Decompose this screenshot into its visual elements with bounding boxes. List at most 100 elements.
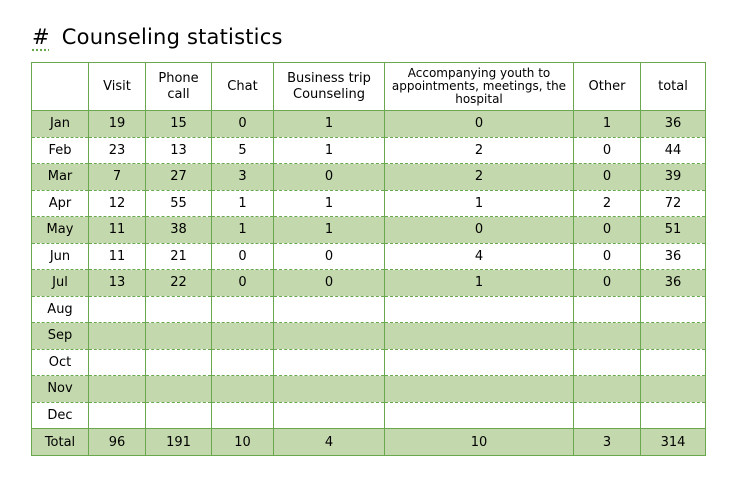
data-cell: 0 [211,110,274,138]
data-cell [273,322,385,350]
data-cell [640,402,706,429]
month-cell: Feb [31,137,89,164]
data-cell: 0 [384,216,574,244]
month-cell: Oct [31,349,89,376]
table-header: Visit Phone call Chat Business trip Coun… [31,62,706,111]
data-cell: 22 [145,269,212,297]
data-cell: 0 [273,243,385,270]
total-cell: 3 [573,428,641,456]
data-cell: 0 [384,110,574,138]
table-row: Jan 19 15 0 1 0 1 36 [31,110,706,138]
data-cell [145,375,212,403]
total-cell: 10 [384,428,574,456]
table-row: Aug [31,296,706,323]
table-row: Jun 11 21 0 0 4 0 36 [31,243,706,270]
data-cell: 51 [640,216,706,244]
header-cell-other: Other [573,62,641,111]
data-cell: 0 [211,269,274,297]
data-cell: 2 [384,137,574,164]
data-cell [145,322,212,350]
data-cell [384,402,574,429]
data-cell [384,322,574,350]
total-cell: 10 [211,428,274,456]
data-cell [573,375,641,403]
header-cell-month [31,62,89,111]
data-cell: 2 [573,190,641,217]
data-cell [384,375,574,403]
data-cell: 1 [384,269,574,297]
data-cell [640,322,706,350]
data-cell [573,322,641,350]
data-cell [273,375,385,403]
table-body: Jan 19 15 0 1 0 1 36 Feb 23 13 5 1 2 0 44 Mar 7 27 3 0 2 0 39 Ap… [31,110,706,456]
data-cell [211,322,274,350]
table-row: Oct [31,349,706,376]
total-cell: 96 [88,428,146,456]
data-cell: 0 [573,137,641,164]
table-row: Mar 7 27 3 0 2 0 39 [31,163,706,191]
data-cell: 39 [640,163,706,191]
month-cell: Jun [31,243,89,270]
table-row: Nov [31,375,706,403]
data-cell [145,296,212,323]
data-cell: 1 [273,190,385,217]
header-cell-total: total [640,62,706,111]
data-cell: 23 [88,137,146,164]
data-cell: 21 [145,243,212,270]
data-cell: 1 [573,110,641,138]
month-cell: May [31,216,89,244]
data-cell [640,296,706,323]
total-row: Total 96 191 10 4 10 3 314 [31,428,706,456]
month-cell: Sep [31,322,89,350]
data-cell: 19 [88,110,146,138]
data-cell [640,375,706,403]
data-cell: 13 [145,137,212,164]
data-cell [273,349,385,376]
header-cell-visit: Visit [88,62,146,111]
data-cell: 1 [273,137,385,164]
data-cell: 1 [273,110,385,138]
data-cell: 0 [573,216,641,244]
total-cell: 4 [273,428,385,456]
data-cell: 36 [640,110,706,138]
data-cell: 11 [88,216,146,244]
data-cell [573,349,641,376]
data-cell: 36 [640,243,706,270]
month-cell: Jul [31,269,89,297]
data-cell: 0 [211,243,274,270]
data-cell: 15 [145,110,212,138]
data-cell [211,349,274,376]
data-cell: 44 [640,137,706,164]
data-cell: 55 [145,190,212,217]
month-cell: Jan [31,110,89,138]
data-cell [88,349,146,376]
data-cell [211,375,274,403]
data-cell [640,349,706,376]
total-label: Total [31,428,89,456]
data-cell: 4 [384,243,574,270]
table-row: Apr 12 55 1 1 1 2 72 [31,190,706,217]
table-row: Dec [31,402,706,429]
data-cell: 72 [640,190,706,217]
data-cell: 0 [573,163,641,191]
data-cell [273,296,385,323]
data-cell [384,296,574,323]
month-cell: Nov [31,375,89,403]
table-row: Sep [31,322,706,350]
data-cell: 0 [573,269,641,297]
data-cell: 5 [211,137,274,164]
data-cell: 1 [273,216,385,244]
total-cell: 314 [640,428,706,456]
data-cell [211,296,274,323]
data-cell: 0 [273,163,385,191]
data-cell: 1 [211,216,274,244]
data-cell [145,349,212,376]
data-cell: 11 [88,243,146,270]
header-row: Visit Phone call Chat Business trip Coun… [31,62,706,111]
table-row: May 11 38 1 1 0 0 51 [31,216,706,244]
header-cell-accompanying: Accompanying youth to appointments, meet… [384,62,574,111]
data-cell [88,322,146,350]
data-cell [88,375,146,403]
data-cell: 1 [384,190,574,217]
data-cell: 2 [384,163,574,191]
